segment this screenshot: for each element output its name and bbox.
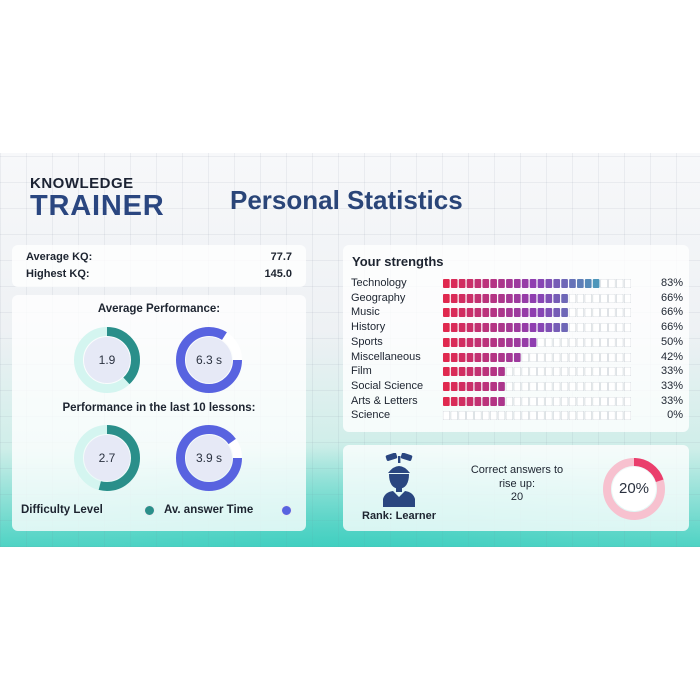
average-answer-time-value: 6.3 s: [195, 353, 222, 367]
rise-up-info: Correct answers to rise up: 20: [465, 464, 569, 505]
strength-bar: [443, 367, 631, 377]
strength-name: Arts & Letters: [351, 394, 418, 407]
strength-name: Geography: [351, 291, 406, 304]
strength-name: Sports: [351, 335, 383, 348]
logo-line2: TRAINER: [30, 190, 165, 222]
strengths-title: Your strengths: [352, 254, 444, 269]
app-logo: KNOWLEDGE TRAINER: [30, 175, 165, 222]
strength-name: History: [351, 321, 386, 334]
logo-line1: KNOWLEDGE: [30, 175, 134, 192]
last10-answer-time-ring: 3.9 s: [176, 425, 242, 491]
legend-answer-time-label: Av. answer Time: [164, 504, 254, 516]
strength-name: Film: [351, 365, 372, 378]
strength-row: Miscellaneous 42%: [351, 350, 683, 365]
strength-row: Technology 83%: [351, 276, 683, 291]
strength-row: Film 33%: [351, 364, 683, 379]
rise-up-value: 20: [510, 491, 524, 503]
strength-name: Technology: [351, 277, 407, 289]
page-title: Personal Statistics: [230, 185, 463, 215]
average-kq-label: Average KQ:: [26, 251, 93, 263]
strength-bar: [443, 279, 631, 288]
strength-percent: 33%: [660, 379, 683, 392]
strength-percent: 66%: [660, 321, 683, 334]
strength-bar: [443, 337, 631, 347]
strength-percent: 50%: [660, 335, 683, 348]
strength-row: Social Science 33%: [351, 379, 683, 394]
strength-name: Science: [351, 409, 391, 422]
average-performance-heading: Average Performance:: [97, 303, 221, 315]
rise-up-text: Correct answers to rise up:: [470, 464, 564, 490]
average-kq-value: 77.7: [270, 251, 292, 263]
strength-row: Science 0%: [351, 408, 683, 423]
strength-bar: [443, 323, 631, 333]
strength-name: Miscellaneous: [351, 350, 421, 363]
legend-difficulty-dot: [144, 505, 155, 516]
strength-bar: [443, 308, 631, 318]
strength-percent: 33%: [660, 394, 683, 407]
strength-bar: [443, 396, 631, 406]
strength-bar: [443, 352, 631, 362]
rank-label: Rank: Learner: [362, 510, 436, 522]
strength-bar: [443, 411, 631, 421]
strength-name: Social Science: [351, 379, 424, 392]
strength-row: Geography 66%: [351, 291, 683, 306]
rank-card: Rank: Learner Correct answers to rise up…: [343, 445, 689, 531]
rank-progress-label: 20%: [618, 480, 650, 497]
average-difficulty-value: 1.9: [98, 353, 116, 367]
last10-difficulty-ring: 2.7: [74, 425, 140, 491]
strengths-card: Your strengths Technology 83% Geography 66%…: [343, 245, 689, 432]
strength-percent: 33%: [660, 365, 683, 378]
highest-kq-label: Highest KQ:: [26, 268, 90, 280]
strength-percent: 42%: [660, 350, 683, 363]
strength-bar: [443, 293, 631, 303]
strength-bar: [443, 381, 631, 391]
highest-kq-row: Highest KQ: 145.0: [26, 266, 292, 283]
legend-answer-time-dot: [281, 505, 292, 516]
average-kq-row: Average KQ: 77.7: [26, 249, 292, 266]
strength-percent: 66%: [660, 291, 683, 304]
kq-card: Average KQ: 77.7 Highest KQ: 145.0: [12, 245, 306, 287]
legend-difficulty-label: Difficulty Level: [21, 504, 103, 516]
student-propeller-cap-icon: [383, 452, 415, 512]
strength-percent: 66%: [660, 306, 683, 319]
strength-row: Arts & Letters 33%: [351, 394, 683, 409]
strength-percent: 0%: [667, 409, 683, 422]
strength-name: Music: [351, 306, 380, 319]
highest-kq-value: 145.0: [264, 268, 292, 280]
last10-performance-heading: Performance in the last 10 lessons:: [62, 402, 256, 414]
average-answer-time-ring: 6.3 s: [176, 327, 242, 393]
last10-difficulty-value: 2.7: [98, 451, 116, 465]
strength-row: Music 66%: [351, 305, 683, 320]
average-difficulty-ring: 1.9: [74, 327, 140, 393]
strength-row: History 66%: [351, 320, 683, 335]
performance-card: Average Performance: 1.9 6.3 s Performan…: [12, 295, 306, 531]
strength-percent: 83%: [660, 277, 683, 289]
strength-row: Sports 50%: [351, 335, 683, 350]
last10-answer-time-value: 3.9 s: [195, 451, 222, 465]
rank-progress-ring: 20%: [603, 458, 665, 520]
stats-screen: KNOWLEDGE TRAINER Personal Statistics Av…: [0, 153, 700, 547]
